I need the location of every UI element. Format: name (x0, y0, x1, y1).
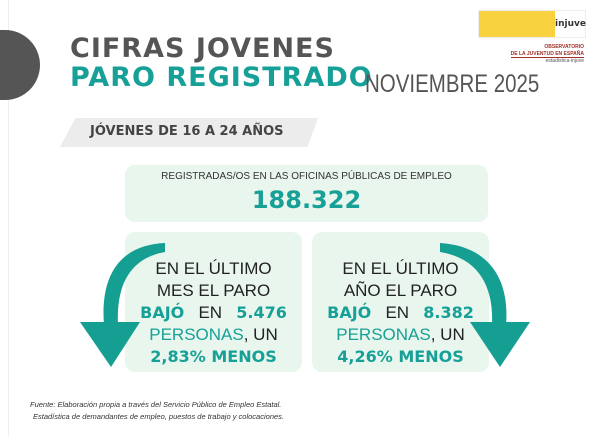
org-name-2: DE LA JUVENTUD EN ESPAÑA (510, 51, 584, 58)
yearly-persons: PERSONAS (336, 325, 431, 344)
injuve-logo: injuve (555, 11, 586, 37)
age-group: JÓVENES DE 16 A 24 AÑOS (90, 124, 284, 139)
period: NOVIEMBRE 2025 (365, 70, 540, 98)
title-line2: PARO REGISTRADO (70, 62, 373, 93)
down-arrow-left-icon (80, 243, 165, 367)
monthly-card: EN EL ÚLTIMO MES EL PARO BAJÓ EN 5.476 P… (125, 232, 302, 372)
yearly-line2: AÑO EL PARO (343, 281, 458, 300)
yearly-line1: EN EL ÚLTIMO (342, 259, 459, 278)
yearly-amount: 8.382 (423, 303, 474, 322)
yearly-pct: 4,26% MENOS (337, 347, 464, 366)
monthly-en: EN (198, 303, 223, 322)
total-label: REGISTRADAS/OS EN LAS OFICINAS PÚBLICAS … (161, 171, 452, 182)
yearly-verb: BAJÓ (327, 303, 372, 322)
yearly-en: EN (385, 303, 410, 322)
yearly-un: , UN (430, 325, 465, 344)
monthly-line1: EN EL ÚLTIMO (155, 259, 272, 278)
down-arrow-right-icon (440, 243, 530, 367)
monthly-verb: BAJÓ (140, 303, 185, 322)
footer-source: Fuente: Elaboración propia a través del … (30, 400, 282, 409)
total-value: 188.322 (251, 186, 362, 214)
page-border (8, 0, 9, 437)
government-logo: injuve (478, 10, 586, 38)
monthly-amount: 5.476 (236, 303, 287, 322)
monthly-pct: 2,83% MENOS (150, 347, 277, 366)
org-name: OBSERVATORIO (544, 44, 584, 50)
yearly-card: EN EL ÚLTIMO AÑO EL PARO BAJÓ EN 8.382 P… (312, 232, 489, 372)
age-group-banner: JÓVENES DE 16 A 24 AÑOS (60, 118, 318, 147)
title-line1: CIFRAS JOVENES (70, 33, 335, 64)
org-site: estadistica-injuve (545, 58, 584, 64)
footer-source-2: Estadística de demandantes de empleo, pu… (33, 412, 284, 421)
monthly-un: , UN (243, 325, 278, 344)
monthly-persons: PERSONAS (149, 325, 244, 344)
monthly-line2: MES EL PARO (156, 281, 271, 300)
total-box: REGISTRADAS/OS EN LAS OFICINAS PÚBLICAS … (125, 165, 488, 222)
